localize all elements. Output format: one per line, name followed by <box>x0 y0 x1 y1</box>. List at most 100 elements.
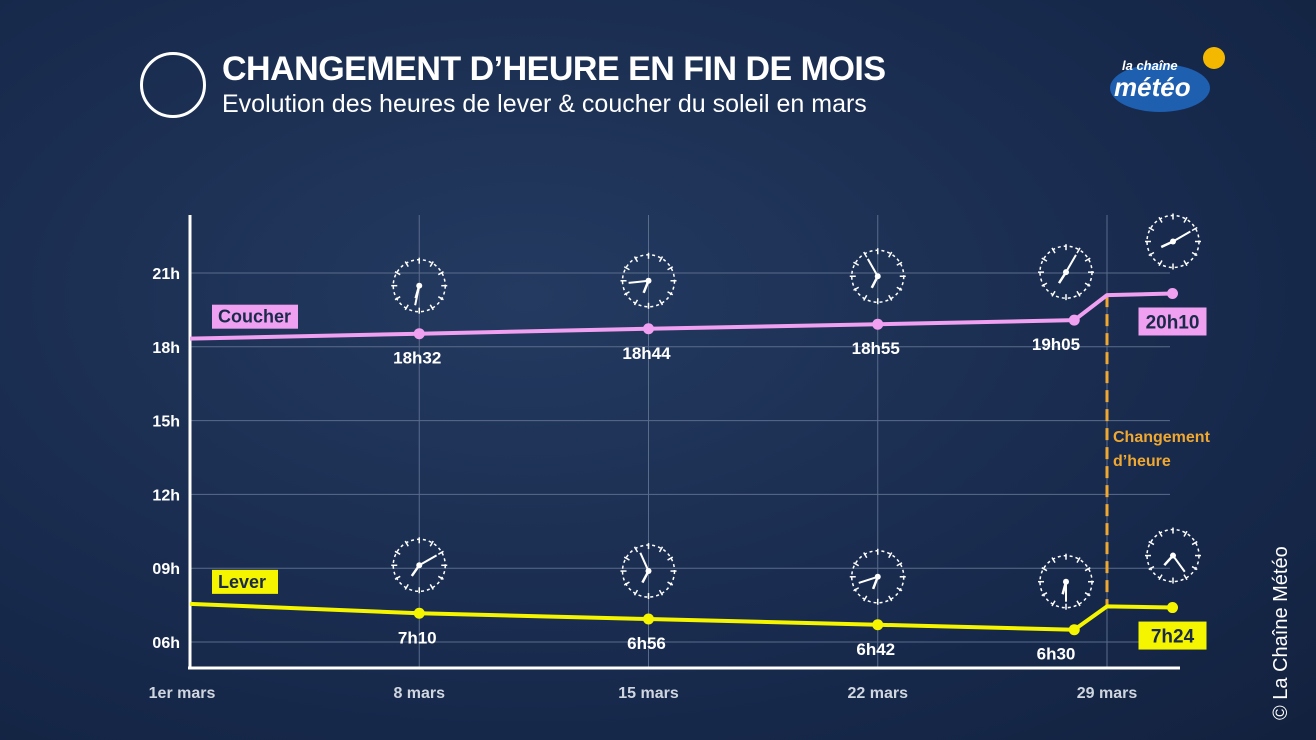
clock-tick <box>896 261 903 266</box>
clock-tick <box>896 286 903 291</box>
clock-center <box>1170 552 1176 559</box>
legend-label: Coucher <box>218 307 291 327</box>
clock-tick <box>394 575 401 580</box>
clock-tick <box>863 294 868 301</box>
clock-center <box>874 573 881 580</box>
clock-tick <box>429 261 434 268</box>
y-tick-label: 15h <box>152 414 180 431</box>
clock-tick <box>667 291 674 296</box>
clock-center <box>645 277 652 284</box>
clock-minute-hand <box>418 554 438 567</box>
clock-tick <box>623 291 630 296</box>
data-point <box>643 613 654 625</box>
clock-tick <box>429 540 434 547</box>
clock-tick <box>1084 592 1091 597</box>
y-tick-label: 21h <box>152 266 180 283</box>
clock-tick <box>394 296 401 301</box>
clock-tick <box>1158 260 1163 267</box>
clock-tick <box>1191 540 1198 546</box>
clock-tick <box>888 294 893 301</box>
x-tick-label: 8 mars <box>393 685 445 702</box>
clock-center <box>416 562 423 569</box>
clock-center <box>874 273 881 280</box>
clock-tick <box>394 271 401 276</box>
clock-tick <box>429 304 434 311</box>
clock-tick <box>1041 592 1048 597</box>
clock-tick <box>1148 565 1155 571</box>
legend-label: Lever <box>218 572 266 592</box>
clock-tick <box>863 595 868 602</box>
clock-tick <box>1158 216 1163 223</box>
clock-tick <box>1041 282 1048 287</box>
clock-minute-hand <box>414 285 421 306</box>
clock-tick <box>853 562 860 567</box>
data-point <box>1068 624 1080 636</box>
clock-tick <box>1051 557 1056 564</box>
clock-tick <box>888 552 893 559</box>
y-tick-label: 12h <box>152 487 180 504</box>
clock-tick <box>1076 247 1081 254</box>
clock-minute-hand <box>628 279 649 284</box>
annotation-text: Changement <box>1113 429 1211 446</box>
clock-tick <box>896 562 903 567</box>
clock-tick <box>853 261 860 266</box>
clock-minute-hand <box>858 575 879 584</box>
clock-tick <box>1148 226 1155 232</box>
clock-tick <box>633 546 639 553</box>
legend-label-box <box>212 304 298 329</box>
data-point <box>872 318 884 330</box>
data-point <box>643 323 654 335</box>
clock-tick <box>633 256 639 263</box>
clock-tick <box>853 587 860 592</box>
clock-center <box>645 568 652 575</box>
clock-tick <box>623 581 630 586</box>
legend-label-box <box>212 569 278 594</box>
page-title: CHANGEMENT D’HEURE EN FIN DE MOIS <box>222 50 886 88</box>
page-subtitle: Evolution des heures de lever & coucher … <box>222 90 867 118</box>
clock-tick <box>623 266 630 271</box>
clock-tick <box>404 540 409 547</box>
clock-center <box>1063 269 1069 276</box>
value-label-box <box>1138 621 1207 650</box>
clock-tick <box>896 587 903 592</box>
clock-tick <box>888 595 893 602</box>
clock-tick <box>437 550 444 555</box>
clock-tick <box>863 251 868 258</box>
clock-tick <box>394 550 401 555</box>
clock-tick <box>1191 251 1198 257</box>
y-tick-label: 18h <box>152 340 180 357</box>
clock-tick <box>404 261 409 268</box>
value-label: 18h55 <box>852 339 900 358</box>
clock-tick <box>1084 567 1091 572</box>
value-label-box <box>1138 307 1207 336</box>
clock-minute-hand <box>1172 554 1186 573</box>
clock-minute-hand <box>639 552 650 572</box>
clock-tick <box>1183 530 1188 537</box>
clock-tick <box>1183 574 1188 581</box>
clock-tick <box>437 296 444 301</box>
data-point <box>1167 602 1178 614</box>
clock-tick <box>1051 247 1056 254</box>
clock-minute-hand <box>866 258 879 277</box>
clock-tick <box>633 299 639 306</box>
clock-tick <box>1191 226 1198 232</box>
data-point <box>872 619 884 631</box>
clock-tick <box>437 575 444 580</box>
data-point <box>413 328 425 340</box>
value-label: 6h30 <box>1037 645 1076 664</box>
la-chaine-meteo-logo: la chaîne météo <box>1110 47 1225 112</box>
clock-tick <box>658 299 664 306</box>
clock-tick <box>1051 290 1056 297</box>
clock-tick <box>1041 257 1048 262</box>
clock-tick <box>863 552 868 559</box>
value-label: 18h44 <box>622 344 671 363</box>
clock-tick <box>667 556 674 561</box>
clock-tick <box>623 556 630 561</box>
clock-tick <box>1148 251 1155 257</box>
clock-tick <box>1051 600 1056 607</box>
y-tick-label: 09h <box>152 561 180 578</box>
value-label: 6h42 <box>856 640 895 659</box>
svg-text:la chaîne: la chaîne <box>1122 58 1178 73</box>
clock-minute-hand <box>1172 230 1191 243</box>
